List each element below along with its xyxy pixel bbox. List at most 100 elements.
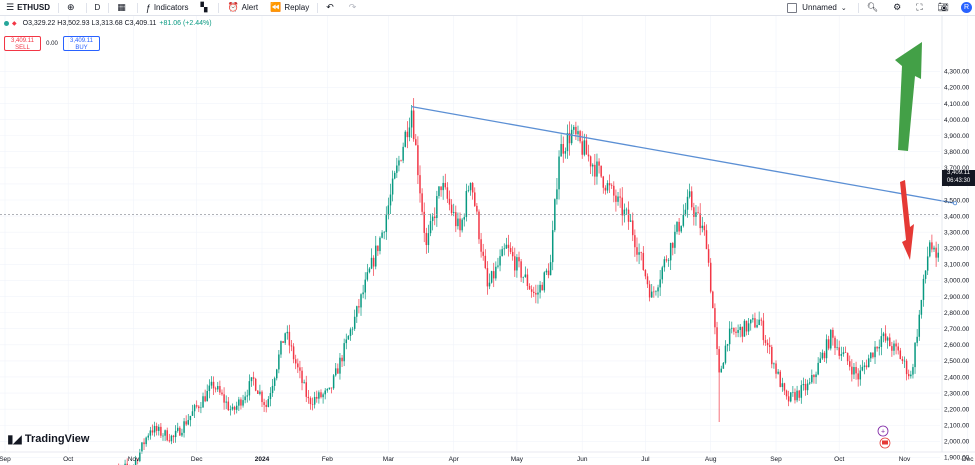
candle-body [802, 383, 805, 386]
candle-body [229, 409, 232, 411]
undo-button[interactable]: ↶ [320, 0, 343, 15]
x-tick-label: Nov [899, 456, 911, 463]
alert-button[interactable]: ⏰ Alert [221, 0, 264, 15]
candle-body [250, 377, 253, 382]
time-axis[interactable]: Sep Oct Nov Dec 2024 Feb Mar Apr May Jun Jul Aug Sep… [0, 451, 975, 463]
candle-body [212, 381, 215, 389]
candle-body [929, 242, 931, 257]
add-plus-icon[interactable] [877, 425, 889, 437]
candle-body [433, 216, 436, 219]
candle-body [794, 392, 796, 401]
candle-body [366, 272, 369, 280]
buy-button[interactable]: 3,409.11 BUY [63, 36, 100, 51]
indicators-label: Indicators [153, 3, 189, 12]
y-tick-label: 3,000.00 [944, 278, 970, 285]
axis-corner-icons[interactable]: + [877, 425, 891, 449]
candle-body [705, 230, 708, 250]
candle-body [217, 386, 219, 390]
settings-button[interactable]: ⚙ [887, 0, 910, 15]
candle-body [318, 392, 320, 399]
snapshot-button[interactable]: 📷︎ [932, 0, 958, 15]
candle-body [141, 442, 143, 452]
candle-body [429, 221, 432, 234]
y-tick-label: 3,200.00 [944, 246, 970, 253]
price-axis[interactable]: 1,900.00 2,000.00 2,100.00 2,200.00 2,300.00… [941, 16, 970, 462]
candle-body [334, 368, 337, 376]
x-tick-label: Oct [834, 456, 844, 463]
candle-body [676, 221, 678, 232]
buy-price: 3,409.11 [70, 38, 93, 44]
candle-body [762, 320, 765, 341]
candle-body [773, 363, 775, 365]
candle-body [583, 140, 586, 155]
user-avatar[interactable]: R [961, 2, 972, 13]
candle-body [659, 279, 661, 288]
candle-body [585, 140, 588, 155]
candle-body [596, 161, 598, 177]
chart-type-button[interactable]: ▦ [111, 0, 135, 15]
trade-panel: 3,409.11 SELL 0.00 3,409.11 BUY [4, 36, 100, 51]
templates-button[interactable]: ▚ [195, 0, 217, 15]
alert-label: Alert [241, 3, 259, 12]
quick-search-button[interactable]: 🔍︎ [861, 0, 887, 15]
candle-body [406, 131, 409, 138]
candle-body [330, 387, 333, 389]
x-tick-label: Dec [191, 456, 203, 463]
candle-body [808, 382, 811, 384]
candle-body [492, 271, 495, 279]
candle-body [134, 460, 137, 465]
sell-button[interactable]: 3,409.11 SELL [4, 36, 41, 51]
candle-body [623, 209, 626, 216]
candle-body [695, 212, 697, 217]
candle-body [680, 225, 682, 232]
candle-body [324, 390, 326, 395]
candle-body [539, 284, 541, 293]
candle-body [463, 217, 465, 220]
candle-body [337, 368, 339, 374]
candle-body [235, 405, 238, 410]
compare-button[interactable]: ⊕ [61, 0, 84, 15]
candle-body [495, 266, 497, 279]
candle-body [221, 392, 223, 395]
candle-body [446, 187, 449, 199]
candle-body [621, 197, 623, 216]
candle-body [210, 381, 213, 386]
fullscreen-button[interactable]: ⛶ [910, 0, 931, 15]
settings-icon: ⚙ [893, 2, 902, 12]
candle-body [520, 261, 522, 278]
candle-body [547, 270, 550, 276]
layout-checkbox[interactable] [787, 2, 798, 13]
candle-body [514, 256, 516, 271]
candle-body [254, 378, 257, 391]
candle-body [469, 182, 472, 191]
candle-body [278, 354, 280, 370]
symbol-search[interactable]: ☰ ETHUSD [0, 0, 56, 15]
redo-button[interactable]: ↷ [343, 0, 366, 15]
interval-button[interactable]: D [89, 0, 107, 15]
candle-body [286, 331, 289, 334]
candle-body [179, 427, 181, 436]
trendline-handle [953, 201, 958, 206]
candle-body [202, 396, 204, 408]
candle-body [830, 329, 832, 349]
tradingview-logo-icon: ▮◢ [7, 432, 22, 446]
indicators-button[interactable]: ƒ Indicators [140, 0, 195, 15]
candle-body [442, 182, 444, 191]
candle-body [632, 220, 634, 236]
replay-button[interactable]: ⏪ Replay [264, 0, 315, 15]
down-arrow-annotation[interactable] [900, 180, 914, 260]
candle-body [246, 395, 249, 397]
up-arrow-annotation[interactable] [895, 42, 922, 151]
candle-body [280, 341, 282, 355]
candle-body [393, 172, 396, 179]
candle-body [672, 243, 674, 248]
candle-body [431, 216, 434, 222]
candle-body [303, 382, 305, 384]
y-tick-label: 2,500.00 [944, 358, 970, 365]
layout-selector[interactable]: Unnamed ⌄ [781, 0, 856, 15]
candle-body [427, 233, 430, 246]
candle-body [821, 352, 824, 359]
candle-body [341, 357, 343, 362]
trendline[interactable] [411, 106, 956, 204]
